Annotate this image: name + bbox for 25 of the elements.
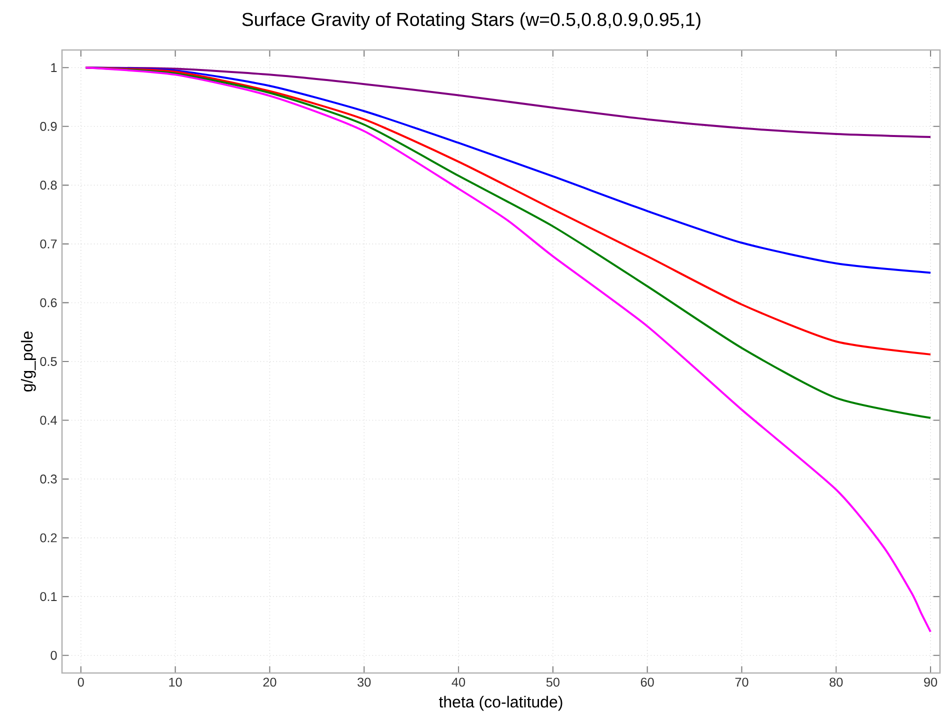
x-tick-label: 60 [640,678,654,687]
x-tick-label: 10 [169,678,182,687]
x-tick-label: 0 [78,678,84,687]
x-tick-label: 70 [735,678,748,687]
y-tick-label: 0.9 [40,122,57,131]
x-axis-title: theta (co-latitude) [438,696,562,711]
y-tick-label: 0.4 [40,416,57,425]
line-series [84,66,932,633]
y-tick-label: 0.1 [40,592,57,602]
y-tick-label: 0.3 [40,474,57,484]
y-tick-label: 0.6 [40,298,57,308]
x-tick-label: 50 [546,678,560,687]
y-tick-label: 1 [51,63,57,72]
x-tick-label: 80 [830,678,843,687]
x-tick-label: 30 [358,678,371,687]
y-tick-label: 0.7 [40,239,57,248]
x-tick-label: 40 [452,678,466,687]
y-tick-label: 0.2 [40,533,57,542]
y-tick-label: 0 [50,650,57,660]
x-tick-label: 90 [924,678,938,687]
y-axis-title: g/g_pole [20,332,36,392]
y-tick-label: 0.8 [40,180,57,190]
x-tick-label: 20 [263,678,276,687]
chart-title: Surface Gravity of Rotating Stars (w=0.5,0.8,0.9,0.95,1) [242,12,700,30]
y-tick-label: 0.5 [40,357,57,366]
